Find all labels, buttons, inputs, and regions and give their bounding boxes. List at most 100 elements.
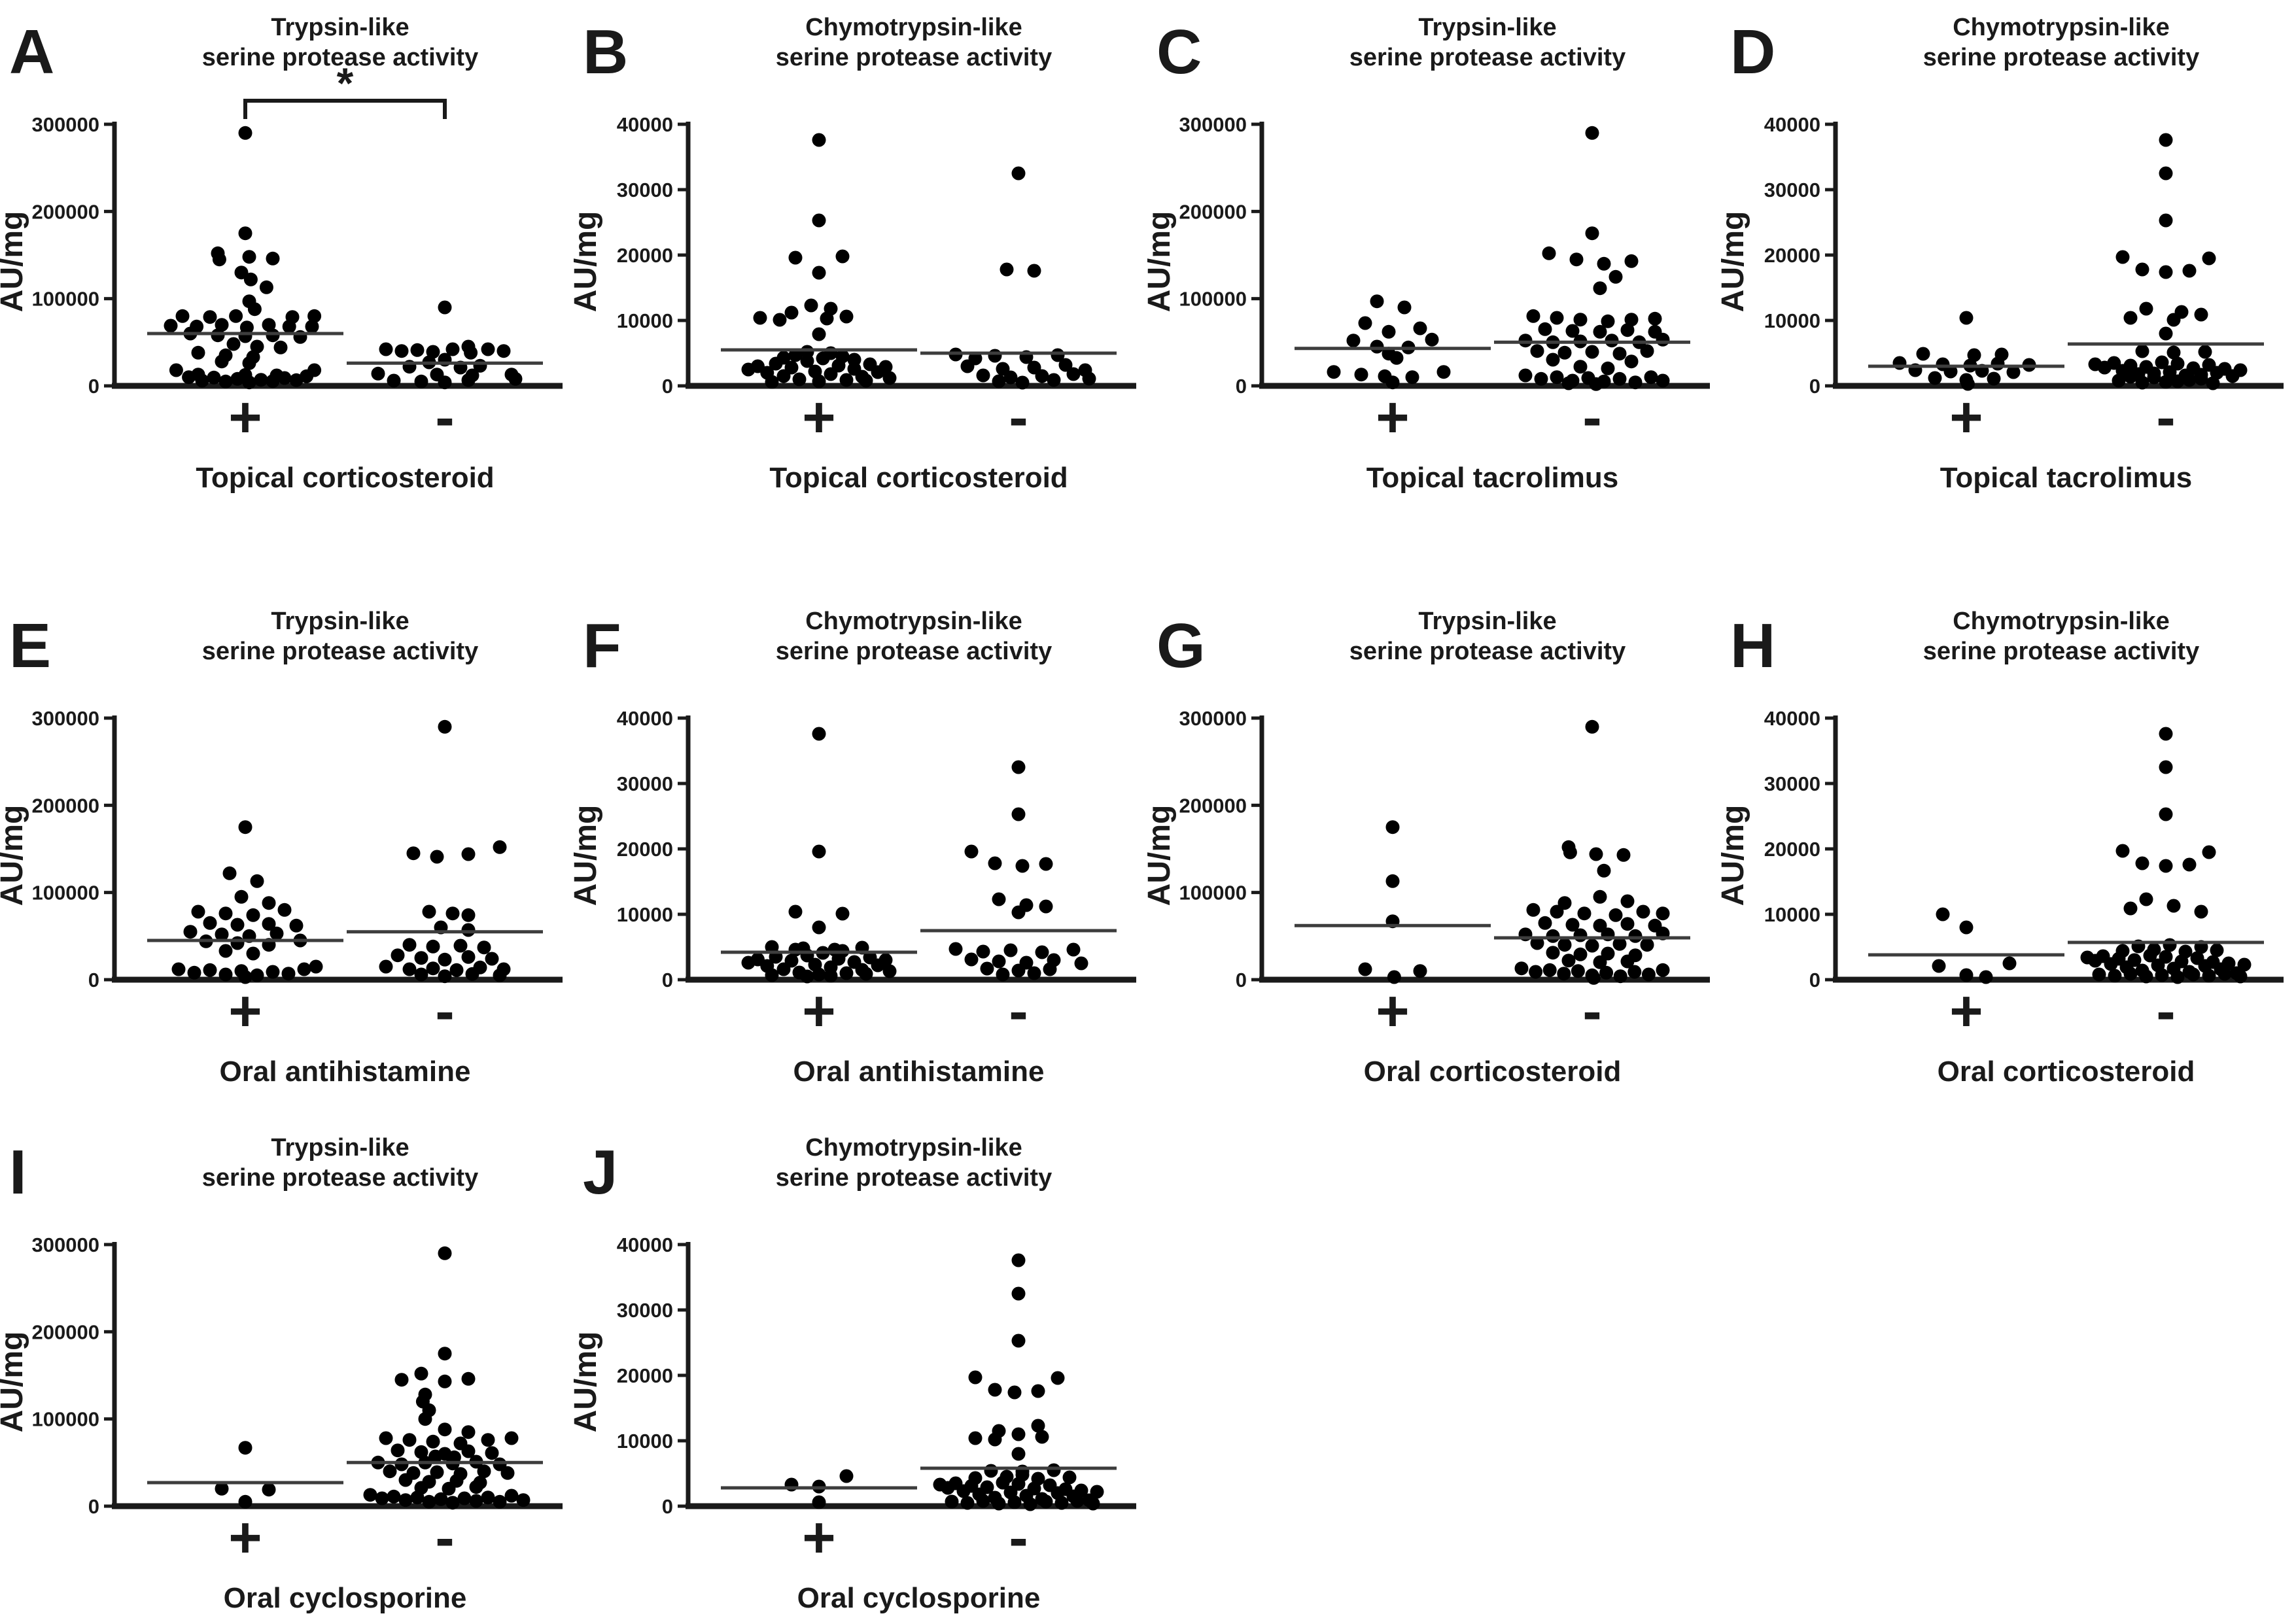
panel-H: H Chymotrypsin-like serine protease activi… — [1721, 608, 2284, 1088]
data-point — [426, 961, 440, 976]
data-point — [1565, 918, 1580, 932]
data-point — [414, 374, 428, 388]
data-point — [203, 963, 217, 977]
data-point — [812, 844, 826, 859]
data-point — [1542, 246, 1556, 260]
data-point — [414, 1366, 428, 1381]
data-point — [442, 1481, 456, 1496]
x-axis-treatment-label: Oral corticosteroid — [1364, 1056, 1622, 1088]
data-point — [988, 1383, 1002, 1397]
data-point — [1051, 1371, 1065, 1385]
data-point — [1035, 369, 1049, 383]
data-point — [445, 342, 460, 356]
data-point — [2108, 969, 2122, 983]
data-point — [1058, 358, 1073, 372]
data-point — [387, 373, 401, 388]
data-point — [481, 342, 495, 356]
data-point — [262, 917, 276, 931]
data-point — [297, 962, 311, 976]
data-point — [1385, 375, 1400, 390]
group-sign-label: + — [228, 1505, 262, 1570]
data-point — [835, 906, 850, 921]
data-point — [1066, 942, 1081, 957]
data-point — [238, 1494, 252, 1509]
data-point — [1593, 918, 1607, 933]
data-point — [1011, 905, 1026, 920]
panel-letter: F — [583, 611, 621, 681]
data-point — [481, 1433, 495, 1447]
data-point — [1047, 1463, 1061, 1477]
figure-cell-F: F Chymotrypsin-like serine protease activi… — [574, 539, 1147, 1088]
data-point — [309, 959, 323, 974]
data-point — [270, 368, 284, 383]
panel-title-line2: serine protease activity — [1349, 44, 1626, 71]
data-point — [1932, 959, 1946, 973]
data-point — [430, 1465, 444, 1479]
y-axis-label: AU/mg — [0, 1332, 29, 1433]
scatter-group-plus — [721, 727, 917, 984]
panel-letter: G — [1157, 611, 1206, 681]
data-point — [183, 925, 198, 939]
data-point — [2233, 363, 2248, 377]
y-axis-tick-label: 30000 — [1764, 179, 1820, 201]
data-point — [788, 942, 803, 957]
data-point — [218, 967, 233, 982]
data-point — [1546, 946, 1560, 960]
data-point — [410, 1490, 425, 1505]
data-point — [445, 1496, 460, 1510]
data-point — [2127, 953, 2142, 967]
data-point — [1011, 963, 1026, 978]
data-point — [1967, 348, 1981, 362]
data-point — [171, 962, 186, 976]
scatter-group-plus — [147, 820, 343, 984]
data-point — [1557, 967, 1571, 981]
data-point — [169, 363, 183, 377]
data-point — [387, 1489, 401, 1504]
y-axis-tick-label: 30000 — [617, 772, 673, 795]
data-point — [1585, 719, 1599, 734]
data-point — [461, 1444, 476, 1458]
data-point — [964, 844, 979, 859]
data-point — [1959, 968, 1974, 982]
data-point — [2159, 859, 2173, 873]
data-point — [1518, 334, 1533, 348]
data-point — [230, 918, 245, 932]
data-point — [262, 1483, 276, 1497]
scatter-group-minus — [1494, 126, 1690, 391]
data-point — [1577, 906, 1592, 921]
x-axis-treatment-label: Topical tacrolimus — [1366, 462, 1619, 494]
x-axis-treatment-label: Topical corticosteroid — [196, 462, 494, 494]
data-point — [1557, 938, 1572, 952]
group-sign-label: + — [228, 385, 262, 449]
panel-title-line1: Chymotrypsin-like — [805, 608, 1022, 635]
data-point — [438, 375, 452, 390]
data-point — [2221, 956, 2236, 971]
data-point — [2170, 374, 2185, 388]
data-point — [438, 1422, 452, 1437]
significance-bracket — [243, 99, 447, 119]
figure-cell-D: D Chymotrypsin-like serine protease activi… — [1721, 0, 2295, 539]
panel-C: C Trypsin-like serine protease activity 0 10… — [1147, 14, 1710, 494]
data-point — [289, 918, 304, 933]
data-point — [1644, 370, 1658, 385]
data-point — [988, 1432, 1002, 1447]
data-point — [238, 820, 252, 835]
data-point — [1613, 969, 1627, 984]
data-point — [2115, 944, 2130, 958]
data-point — [414, 951, 428, 965]
x-axis-treatment-label: Topical tacrolimus — [1940, 462, 2193, 494]
data-point — [477, 940, 491, 955]
data-point — [1000, 262, 1014, 277]
data-point — [784, 954, 799, 968]
data-point — [266, 328, 280, 343]
data-point — [394, 1457, 409, 1472]
data-point — [2163, 938, 2177, 952]
data-point — [1550, 904, 1564, 919]
data-point — [242, 250, 256, 264]
y-axis-tick-label: 20000 — [617, 1364, 673, 1387]
data-point — [238, 226, 252, 241]
y-axis-tick-label: 100000 — [1179, 882, 1247, 904]
data-point — [1530, 344, 1544, 358]
data-point — [438, 1347, 452, 1361]
